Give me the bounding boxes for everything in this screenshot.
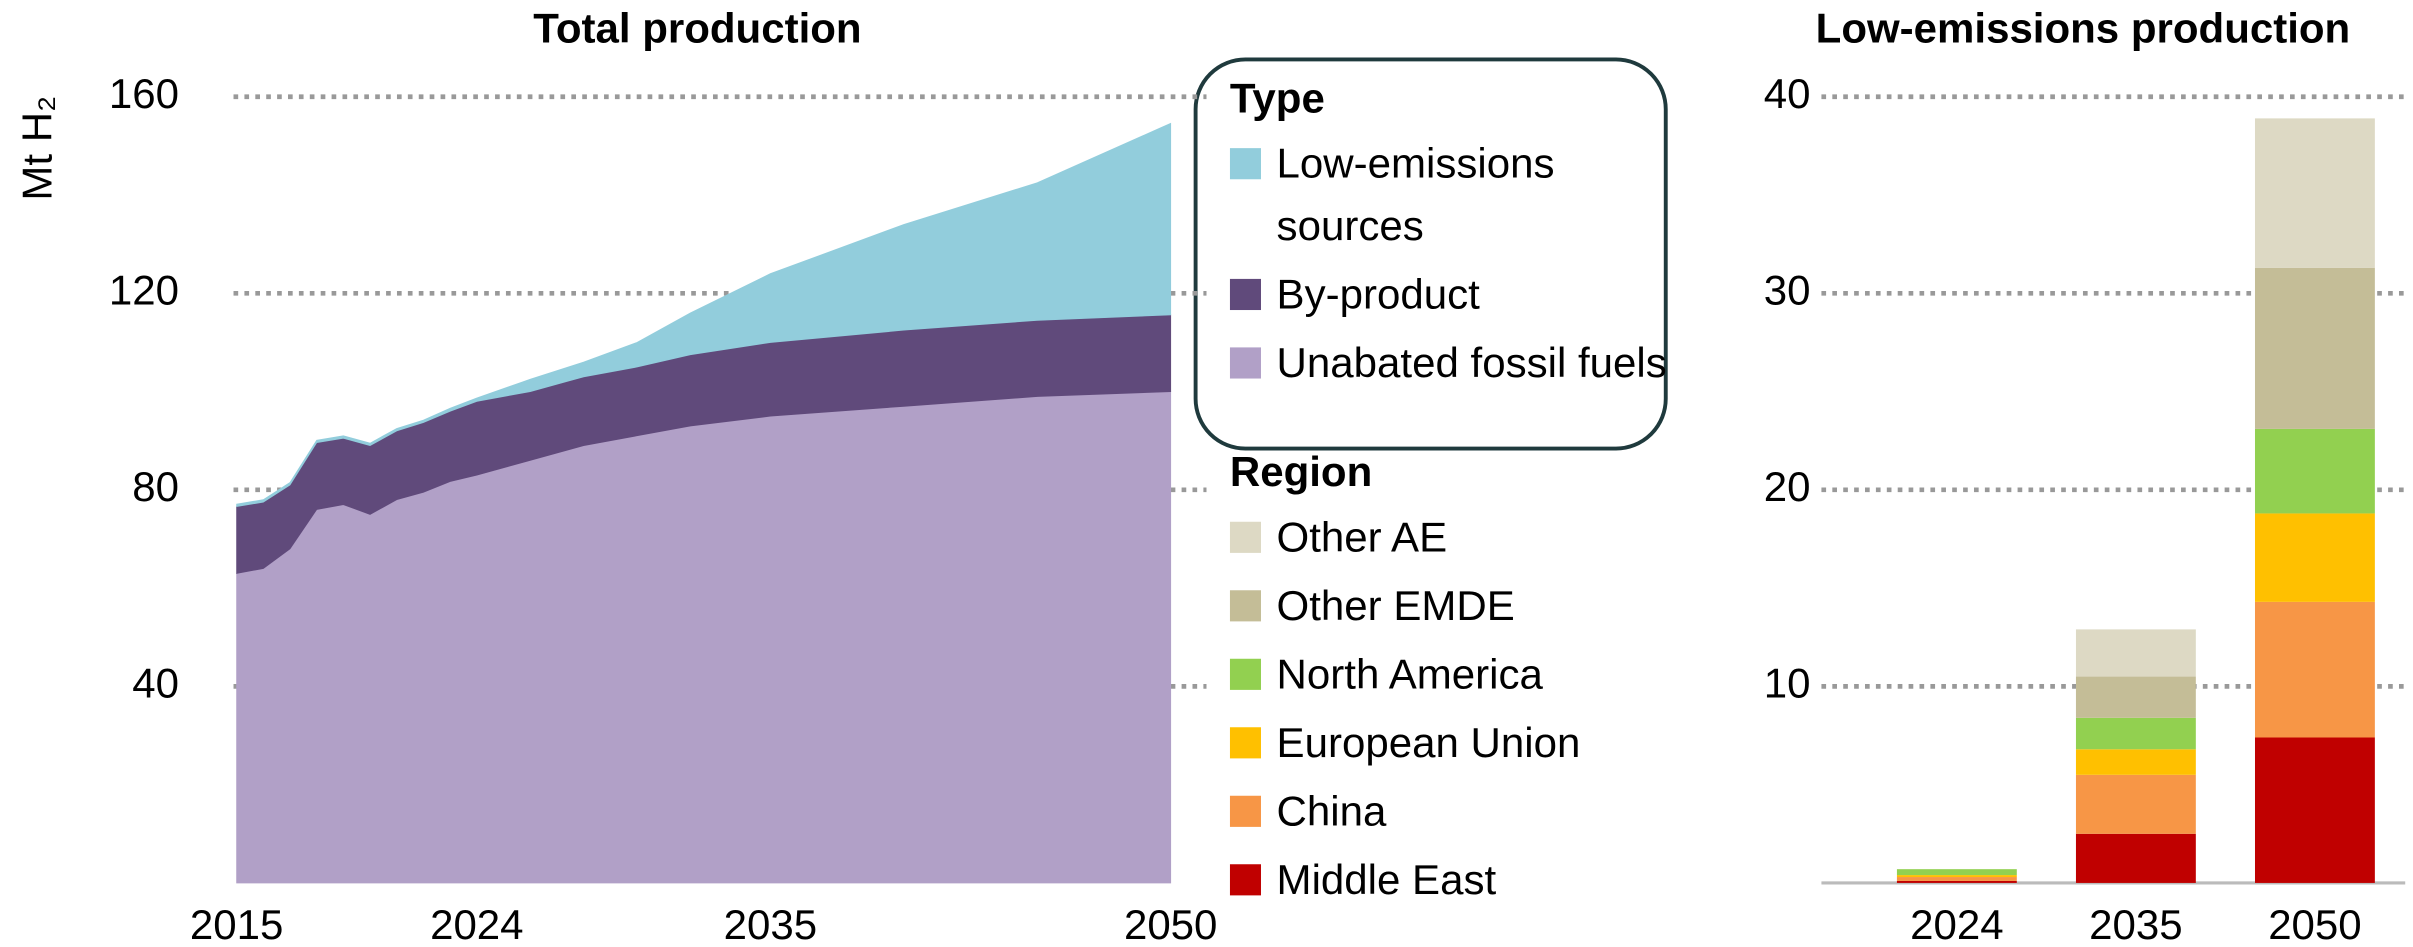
legend-item: Other AE	[1229, 506, 1728, 568]
y-tick-label: 10	[1764, 659, 1811, 706]
legend: Type Low-emissions sources By-product Unaba…	[1229, 74, 1674, 394]
y-tick-label: 40	[132, 659, 179, 706]
bar-segment	[2075, 676, 2196, 718]
x-tick-label: 2015	[190, 901, 283, 947]
legend-item: Low-emissions sources	[1229, 133, 1674, 258]
bar-segment	[1896, 877, 2017, 881]
legend-label: By-product	[1276, 271, 1480, 318]
legend-item: China	[1229, 780, 1728, 842]
bar-segment	[2075, 717, 2196, 750]
area	[236, 122, 1172, 508]
bar-segment	[2254, 118, 2375, 268]
x-tick-label: 2024	[430, 901, 523, 947]
y-tick-label: 40	[1764, 70, 1811, 117]
legend-swatch	[1229, 590, 1261, 622]
legend-item: Other EMDE	[1229, 575, 1728, 637]
legend-label: Unabated fossil fuels	[1276, 339, 1667, 387]
legend-swatch	[1229, 148, 1261, 180]
bar-segment	[2254, 267, 2375, 429]
legend-title: Type	[1229, 74, 1325, 122]
legend-label: China	[1276, 787, 1387, 835]
bar-segment	[2075, 749, 2196, 775]
legend-swatch	[1229, 727, 1261, 759]
bar-segment	[2254, 428, 2375, 514]
bar-segment	[2075, 774, 2196, 834]
legend: Type Low-emissions sources By-product Unaba…	[1229, 74, 1674, 394]
bar-segment	[1896, 869, 2017, 876]
bar-segment	[2075, 629, 2196, 677]
y-tick-label: 120	[109, 266, 179, 313]
y-tick-label: 80	[132, 463, 179, 510]
legend-label: Other EMDE	[1276, 582, 1515, 630]
legend-label: North America	[1276, 650, 1543, 698]
bar-segment	[2254, 601, 2375, 738]
legend-box	[1193, 57, 1668, 451]
y-tick-label: 160	[109, 70, 179, 117]
bar-segment	[1896, 880, 2017, 883]
legend-item: Middle East	[1229, 849, 1728, 911]
legend-item: North America	[1229, 643, 1728, 705]
legend-label: Low-emissions sources	[1276, 140, 1555, 250]
legend: Region Other AE Other EMDE North America Eur…	[1229, 448, 1728, 911]
legend-item: Unabated fossil fuels	[1229, 332, 1674, 394]
legend-swatch	[1229, 864, 1261, 896]
bar-segment	[2254, 737, 2375, 883]
chart-title: Total production	[533, 4, 861, 51]
y-tick-label: 20	[1764, 463, 1811, 510]
x-tick-label: 2050	[2268, 901, 2361, 947]
legend-item: European Union	[1229, 712, 1728, 774]
x-tick-label: 2024	[1910, 901, 2003, 947]
legend-title: Region	[1229, 448, 1373, 496]
x-tick-label: 2035	[724, 901, 817, 947]
legend: Region Other AE Other EMDE North America Eur…	[1229, 448, 1728, 911]
legend-swatch	[1229, 795, 1261, 827]
bar-segment	[2075, 833, 2196, 883]
legend-swatch	[1229, 347, 1261, 379]
bar-segment	[1896, 875, 2017, 878]
legend-label: European Union	[1276, 719, 1581, 767]
legend-label: Middle East	[1276, 856, 1497, 904]
legend-label: Other AE	[1276, 513, 1448, 561]
y-tick-label: 30	[1764, 266, 1811, 313]
legend-swatch	[1229, 521, 1261, 553]
x-tick-label: 2050	[1124, 901, 1217, 947]
legend-item: By-product	[1229, 263, 1674, 325]
legend-swatch	[1229, 658, 1261, 690]
bar-segment	[2254, 513, 2375, 602]
y-axis-label: Mt H₂	[14, 96, 61, 201]
x-tick-label: 2035	[2089, 901, 2182, 947]
legend-swatch	[1229, 278, 1261, 311]
chart-title: Low-emissions production	[1816, 4, 2351, 51]
